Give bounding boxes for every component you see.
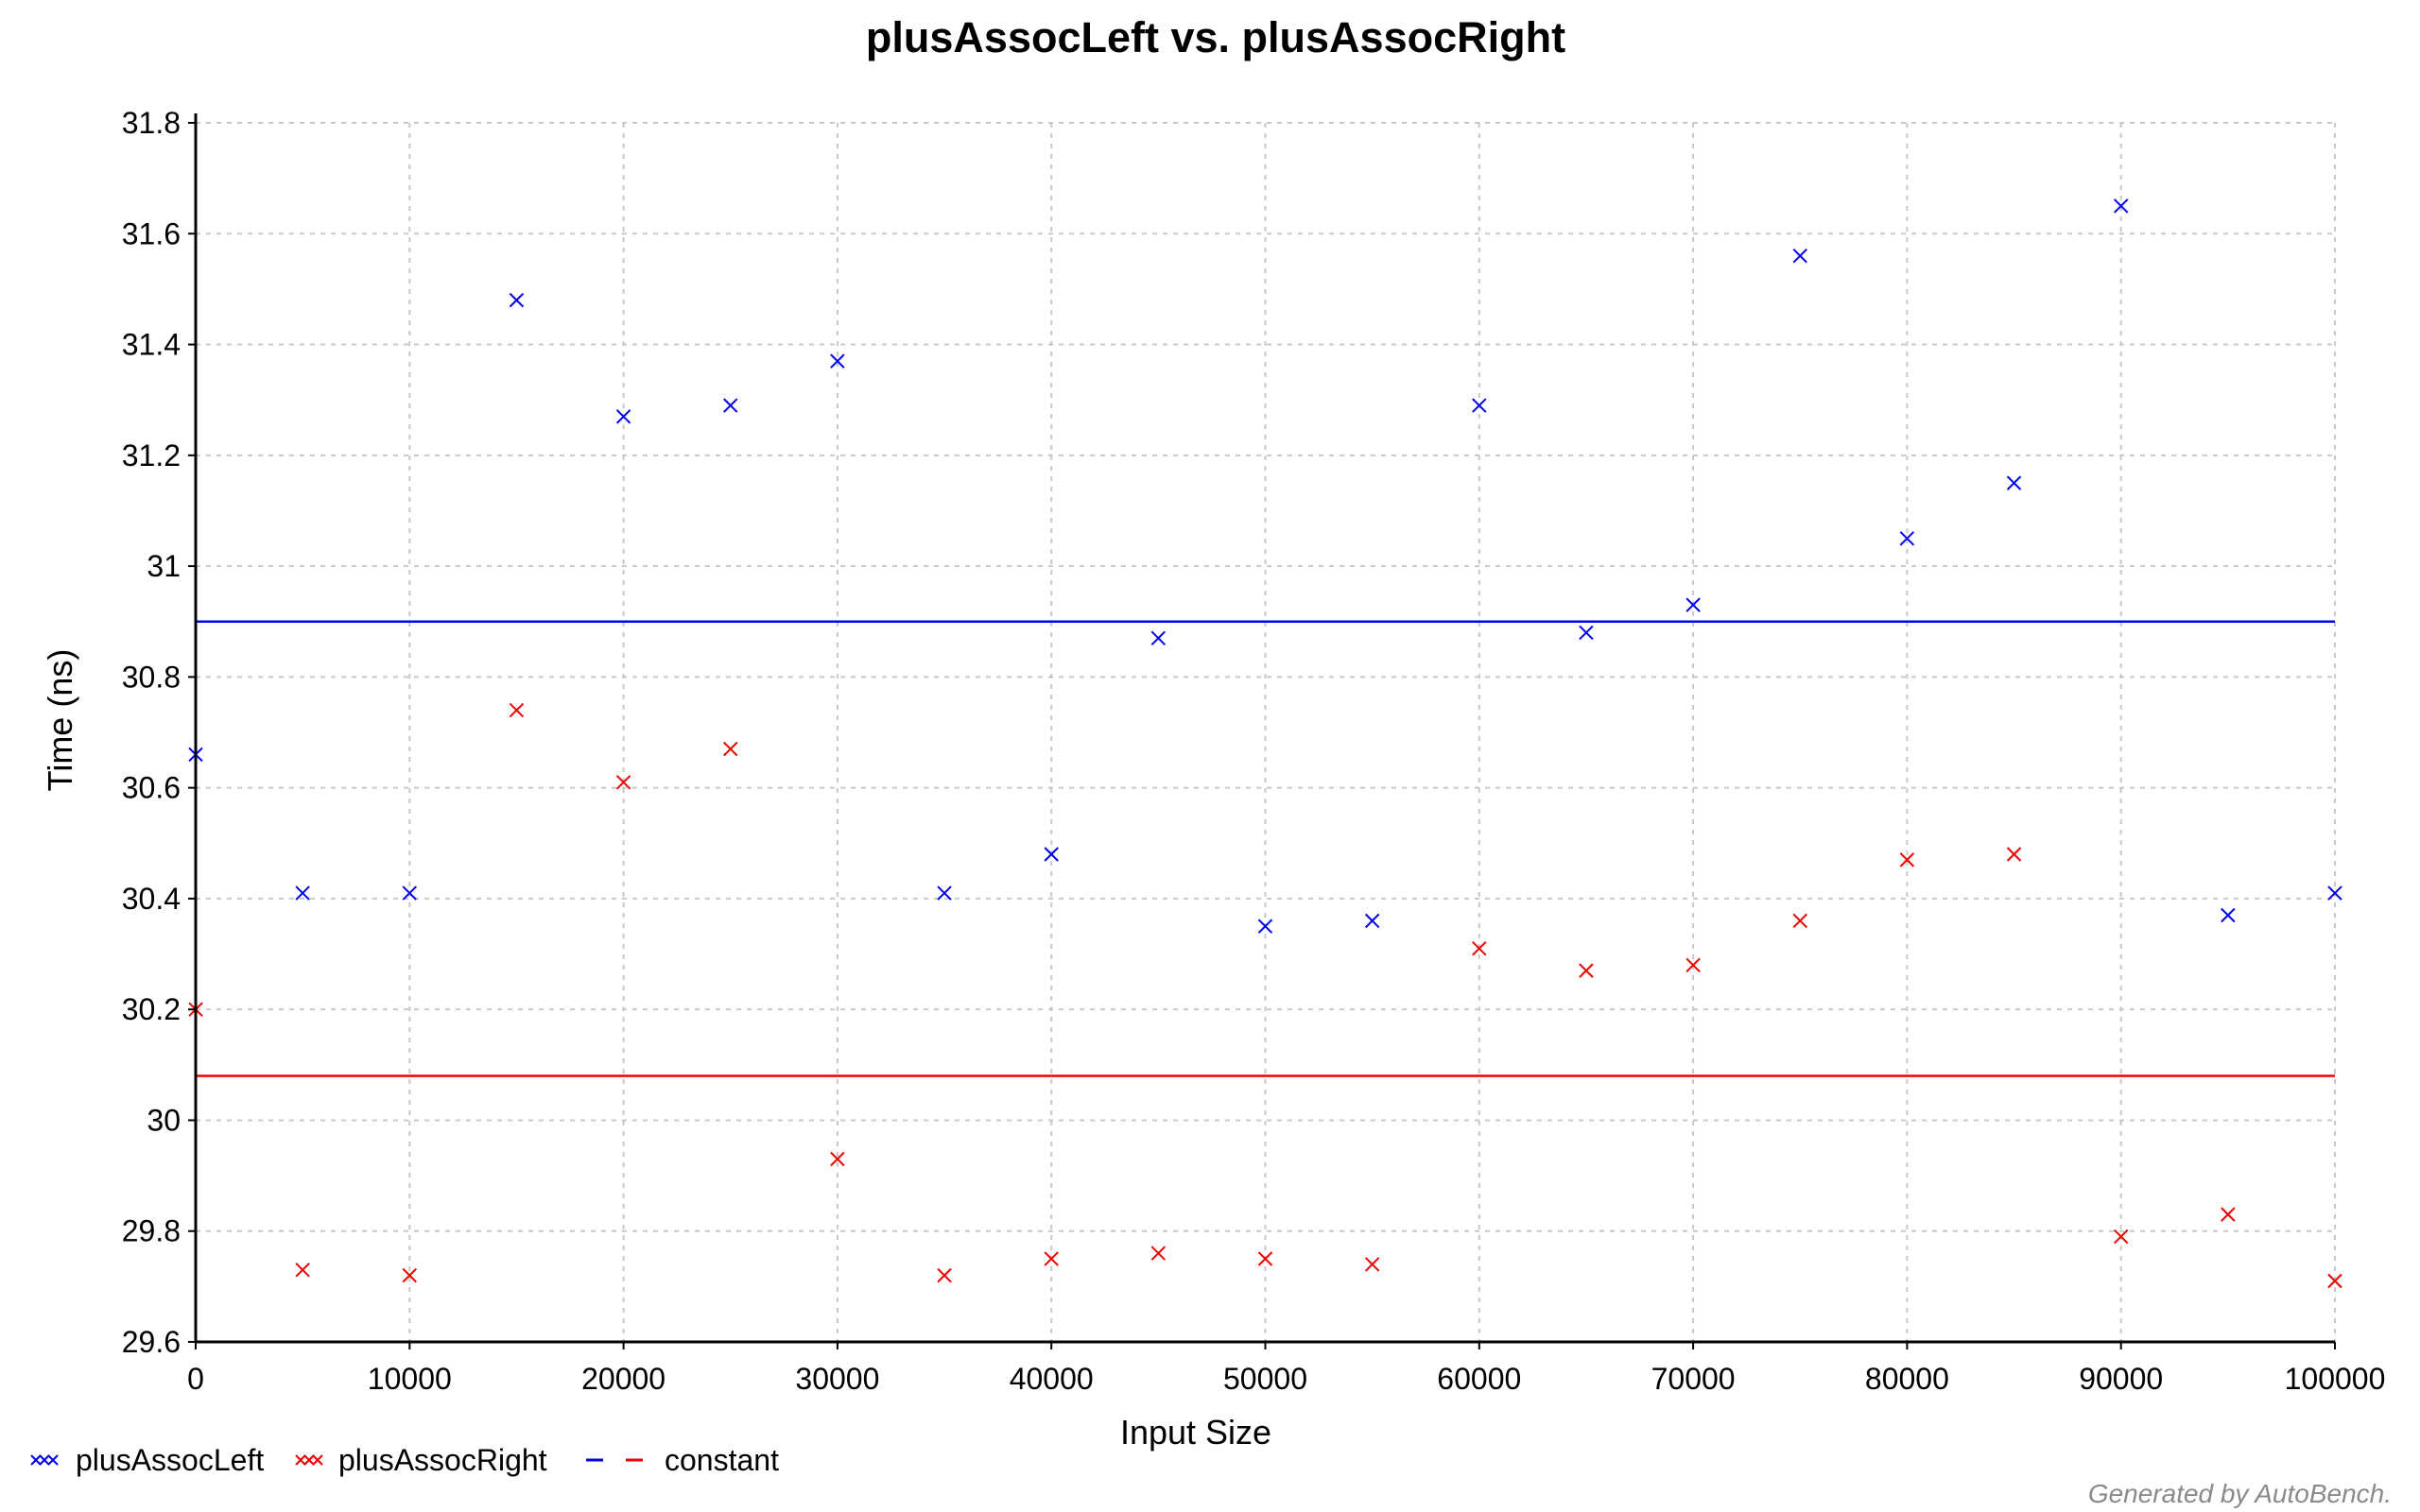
y-tick-label: 31.6 bbox=[122, 216, 181, 250]
data-point-plusAssocRight bbox=[830, 1151, 845, 1167]
data-point-plusAssocLeft bbox=[2327, 885, 2342, 901]
data-point-plusAssocRight bbox=[2113, 1228, 2129, 1245]
data-point-plusAssocRight bbox=[295, 1263, 310, 1278]
legend-label: plusAssocLeft bbox=[76, 1443, 264, 1477]
data-markers bbox=[188, 198, 2342, 1289]
data-point-plusAssocLeft bbox=[2006, 475, 2022, 490]
data-point-plusAssocLeft bbox=[615, 409, 631, 424]
data-point-plusAssocLeft bbox=[1685, 597, 1701, 612]
data-point-plusAssocRight bbox=[509, 702, 525, 718]
data-point-plusAssocRight bbox=[2221, 1207, 2236, 1222]
data-point-plusAssocRight bbox=[937, 1267, 952, 1283]
data-point-plusAssocRight bbox=[1685, 957, 1701, 972]
constant-lines bbox=[196, 620, 2335, 1077]
data-point-plusAssocRight bbox=[2006, 847, 2022, 862]
data-point-plusAssocRight bbox=[402, 1267, 418, 1283]
y-axis-label: Time (ns) bbox=[41, 649, 79, 792]
data-point-plusAssocLeft bbox=[295, 885, 310, 901]
x-tick-label: 60000 bbox=[1437, 1362, 1521, 1396]
data-point-plusAssocRight bbox=[1044, 1251, 1059, 1266]
x-tick-label: 40000 bbox=[1010, 1362, 1094, 1396]
data-point-plusAssocRight bbox=[1579, 963, 1594, 978]
footer-credit: Generated by AutoBench. bbox=[2088, 1479, 2392, 1508]
data-point-plusAssocRight bbox=[615, 775, 631, 790]
data-point-plusAssocLeft bbox=[937, 885, 952, 901]
y-tick-label: 29.8 bbox=[122, 1214, 181, 1248]
axes bbox=[188, 113, 2336, 1349]
data-point-plusAssocRight bbox=[2327, 1273, 2342, 1289]
y-tick-label: 30.6 bbox=[122, 771, 181, 805]
chart-title: plusAssocLeft vs. plusAssocRight bbox=[866, 13, 1565, 61]
y-tick-label: 30.4 bbox=[122, 882, 181, 916]
x-tick-label: 50000 bbox=[1223, 1362, 1307, 1396]
grid bbox=[195, 122, 2336, 1343]
x-axis-label: Input Size bbox=[1120, 1413, 1271, 1452]
legend-marker-icon bbox=[30, 1454, 59, 1466]
data-point-plusAssocLeft bbox=[1257, 919, 1273, 934]
y-tick-label: 30.8 bbox=[122, 660, 181, 694]
x-tick-label: 70000 bbox=[1651, 1362, 1736, 1396]
data-point-plusAssocRight bbox=[723, 741, 738, 757]
data-point-plusAssocRight bbox=[1792, 913, 1807, 929]
data-point-plusAssocLeft bbox=[509, 292, 525, 308]
data-point-plusAssocLeft bbox=[1472, 398, 1487, 413]
x-tick-label: 10000 bbox=[368, 1362, 452, 1396]
data-point-plusAssocLeft bbox=[2221, 907, 2236, 923]
data-point-plusAssocRight bbox=[1899, 852, 1915, 868]
y-tick-label: 31 bbox=[147, 549, 181, 583]
x-tick-label: 30000 bbox=[795, 1362, 879, 1396]
data-point-plusAssocRight bbox=[1364, 1257, 1380, 1272]
legend-label: constant bbox=[665, 1443, 779, 1477]
y-tick-label: 31.4 bbox=[122, 328, 181, 362]
y-tick-label: 31.8 bbox=[122, 106, 181, 140]
data-point-plusAssocLeft bbox=[723, 398, 738, 413]
data-point-plusAssocLeft bbox=[2113, 198, 2129, 214]
data-point-plusAssocLeft bbox=[1579, 625, 1594, 641]
data-point-plusAssocLeft bbox=[1364, 913, 1380, 929]
tick-labels: 0 10000 20000 30000 40000 50000 60000 70000 8000… bbox=[122, 106, 2386, 1396]
data-point-plusAssocRight bbox=[1257, 1251, 1273, 1266]
data-point-plusAssocLeft bbox=[1150, 630, 1167, 646]
y-tick-label: 31.2 bbox=[122, 438, 181, 472]
y-tick-label: 29.6 bbox=[122, 1325, 181, 1359]
x-tick-label: 0 bbox=[187, 1362, 204, 1396]
data-point-plusAssocRight bbox=[1472, 940, 1487, 956]
y-tick-label: 30 bbox=[147, 1103, 181, 1137]
data-point-plusAssocLeft bbox=[1044, 847, 1059, 862]
x-tick-label: 20000 bbox=[581, 1362, 666, 1396]
data-point-plusAssocLeft bbox=[1792, 249, 1807, 264]
legend-marker-icon bbox=[295, 1454, 323, 1466]
legend: plusAssocLeft plusAssocRight constant bbox=[30, 1443, 779, 1477]
data-point-plusAssocLeft bbox=[402, 885, 418, 901]
data-point-plusAssocLeft bbox=[830, 353, 845, 369]
x-tick-label: 100000 bbox=[2285, 1362, 2386, 1396]
y-tick-label: 30.2 bbox=[122, 992, 181, 1026]
x-tick-label: 80000 bbox=[1865, 1362, 1949, 1396]
legend-label: plusAssocRight bbox=[338, 1443, 547, 1477]
data-point-plusAssocLeft bbox=[1899, 531, 1915, 546]
data-point-plusAssocRight bbox=[1150, 1246, 1167, 1261]
x-tick-label: 90000 bbox=[2079, 1362, 2163, 1396]
